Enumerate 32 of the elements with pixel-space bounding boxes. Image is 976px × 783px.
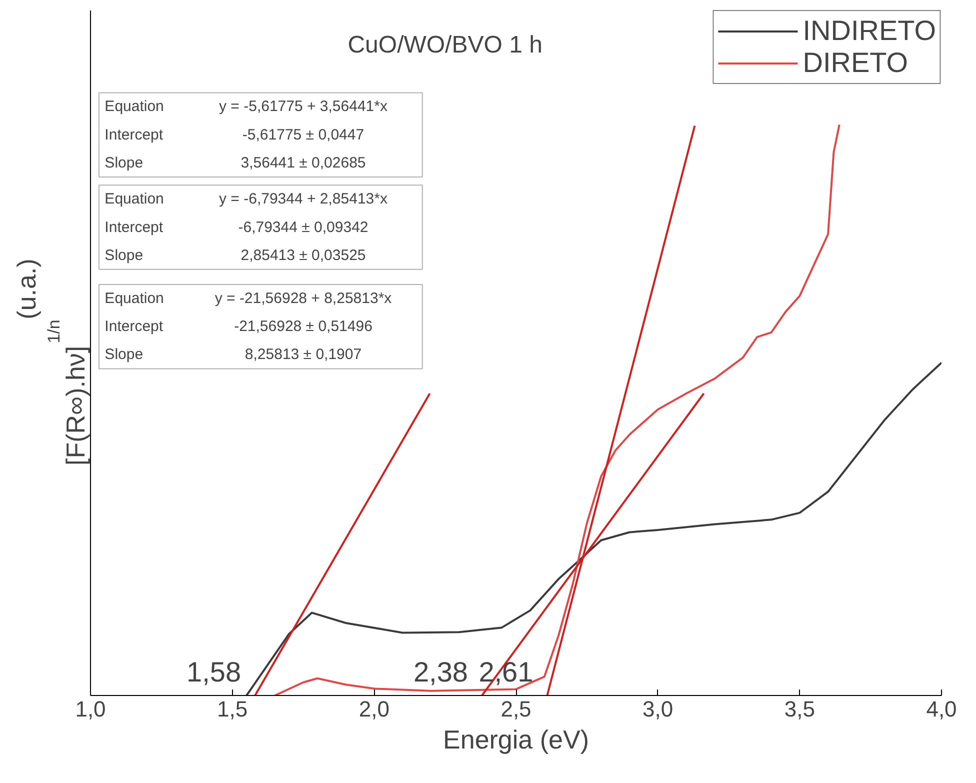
legend-label: INDIRETO bbox=[802, 15, 936, 47]
x-tick-label: 4,0 bbox=[926, 696, 957, 722]
x-tick-label: 3,0 bbox=[642, 696, 674, 722]
annotation: -21,56928 ± 0,51496 bbox=[234, 318, 372, 336]
annotation: 8,25813 ± 0,1907 bbox=[244, 346, 362, 364]
annotation: -5,61775 ± 0,0447 bbox=[242, 126, 364, 144]
annotation: y = -6,79344 + 2,85413*x bbox=[219, 190, 388, 208]
annotation: 2,85413 ± 0,03525 bbox=[240, 246, 366, 264]
annotation: y = -21,56928 + 8,25813*x bbox=[214, 290, 392, 308]
x-axis-title: Energia (eV) bbox=[443, 724, 589, 754]
annotation: Intercept bbox=[104, 126, 164, 144]
annotation: Slope bbox=[104, 246, 144, 264]
annotation: 3,56441 ± 0,02685 bbox=[240, 154, 366, 172]
chart-title: CuO/WO/BVO 1 h bbox=[348, 31, 542, 58]
x-tick-label: 1,0 bbox=[75, 696, 106, 722]
annotation: Slope bbox=[104, 346, 144, 364]
annotation: Equation bbox=[104, 290, 164, 308]
x-tick-label: 2,5 bbox=[500, 696, 532, 722]
annotation: 2,38 bbox=[413, 656, 468, 688]
annotation: -6,79344 ± 0,09342 bbox=[238, 218, 368, 236]
x-tick-label: 1,5 bbox=[217, 696, 248, 722]
text: Equation bbox=[104, 98, 164, 116]
text: y = -5,61775 + 3,56441*x bbox=[219, 98, 388, 116]
x-tick-label: 3,5 bbox=[784, 696, 815, 722]
x-tick-label: 2,0 bbox=[358, 696, 390, 722]
y-axis-title: [F(R∞).hν]1/n (u.a.) bbox=[12, 258, 90, 466]
legend-label: DIRETO bbox=[802, 47, 908, 79]
annotation: Slope bbox=[104, 154, 144, 172]
annotation: 1,58 bbox=[186, 656, 242, 688]
annotation: Equation bbox=[104, 190, 164, 208]
annotation: Intercept bbox=[104, 218, 164, 236]
annotation: Intercept bbox=[104, 318, 164, 336]
